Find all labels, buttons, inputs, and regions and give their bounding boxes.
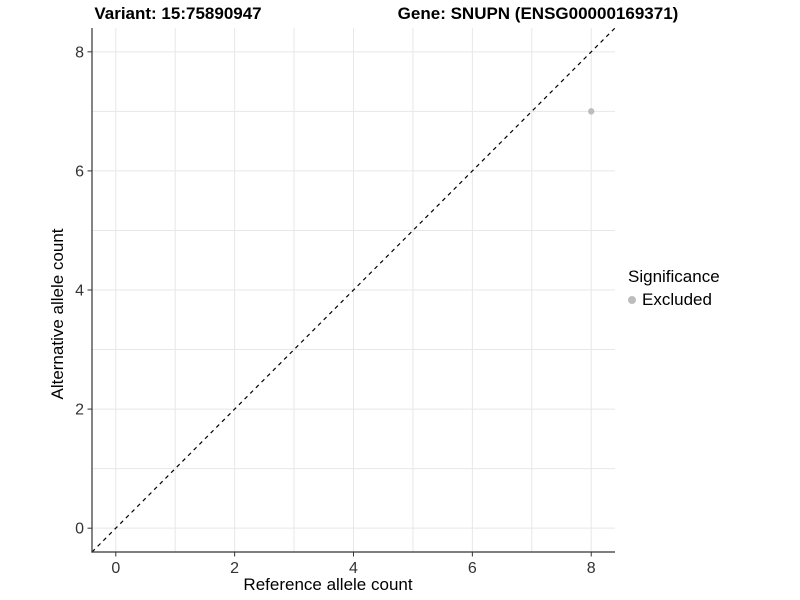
legend-title: Significance [628,267,720,286]
data-point [588,108,595,115]
x-tick-label: 4 [349,560,358,577]
y-tick-label: 4 [75,283,84,300]
y-tick-label: 8 [75,44,84,61]
y-tick-label: 6 [75,163,84,180]
legend-point-swatch [628,296,636,304]
x-tick-label: 2 [230,560,239,577]
y-axis-title: Alternative allele count [48,228,67,400]
x-tick-label: 6 [468,560,477,577]
legend: Significance Excluded [628,267,720,310]
x-tick-label: 8 [587,560,596,577]
y-tick-label: 0 [75,521,84,538]
legend-item-label: Excluded [642,290,712,309]
plot-title-variant: Variant: 15:75890947 [94,4,262,23]
legend-items: Excluded [628,290,720,310]
plot-title-gene: Gene: SNUPN (ENSG00000169371) [397,4,679,23]
identity-dashed-line [91,27,616,553]
x-axis-title: Reference allele count [243,575,413,594]
y-tick-label: 2 [75,402,84,419]
x-tick-label: 0 [111,560,120,577]
legend-item: Excluded [628,290,720,310]
